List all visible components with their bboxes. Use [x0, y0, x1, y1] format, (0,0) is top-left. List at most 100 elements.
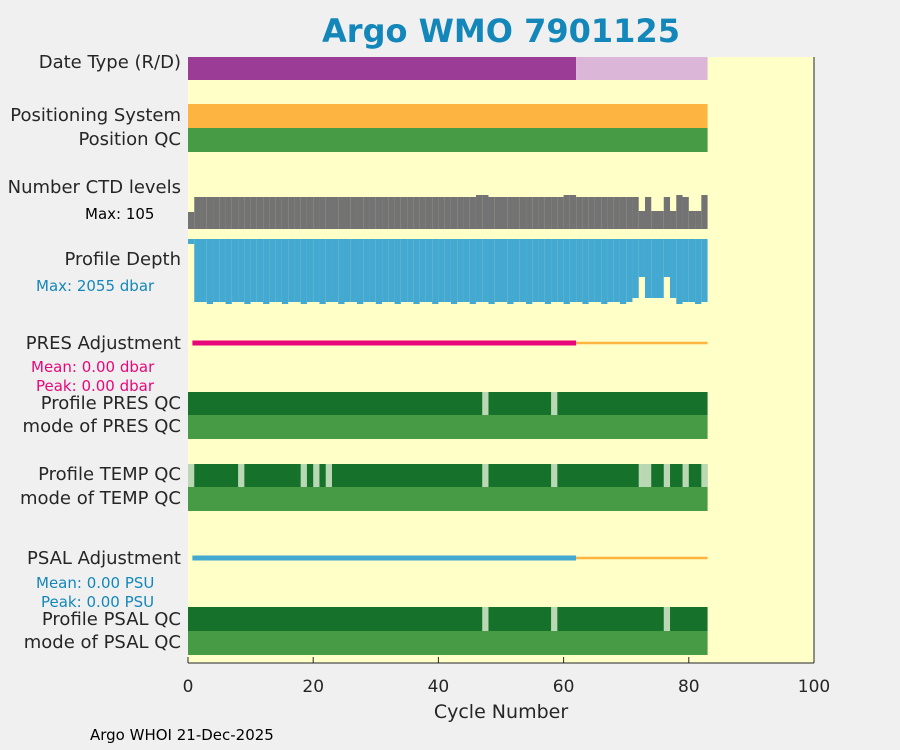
ctd-levels-bar [670, 211, 677, 229]
ctd-levels-bar [244, 197, 251, 229]
label-pres-peak: Peak: 0.00 dbar [36, 377, 155, 395]
profile-pres-qc-flagged-cycle [551, 392, 558, 415]
profile-depth-bar [225, 239, 232, 304]
ctd-levels-bar [626, 197, 633, 229]
ctd-levels-bar [676, 195, 683, 229]
x-tick-label: 100 [798, 677, 830, 697]
profile-depth-bar [325, 239, 332, 302]
ctd-levels-bar [588, 197, 595, 229]
x-tick-label: 60 [553, 677, 575, 697]
profile-depth-bar [394, 239, 401, 304]
profile-depth-bar [338, 239, 345, 304]
ctd-levels-bar [256, 197, 264, 229]
profile-depth-bar [475, 239, 483, 302]
profile-temp-qc-flagged-cycle [188, 464, 195, 487]
ctd-levels-bar [644, 197, 652, 229]
profile-depth-bar [219, 239, 226, 302]
profile-depth-bar [532, 239, 539, 302]
profile-depth-bar [313, 239, 320, 302]
profile-depth-bar [632, 239, 639, 298]
date-type-realtime-bar [188, 57, 577, 80]
profile-depth-bar [331, 239, 339, 302]
profile-psal-qc-flagged-cycle [482, 607, 489, 631]
profile-depth-bar [676, 239, 683, 304]
date-type-delayed-bar [576, 57, 708, 80]
label-psal-adjustment: PSAL Adjustment [26, 548, 181, 569]
profile-temp-qc-flagged-cycle [682, 464, 689, 487]
ctd-levels-bar [350, 197, 358, 229]
ctd-levels-bar [300, 197, 307, 229]
ctd-levels-bar [269, 197, 276, 229]
profile-depth-bar [594, 239, 602, 302]
x-tick-label: 20 [302, 677, 324, 697]
ctd-levels-bar [488, 197, 495, 229]
ctd-levels-bar [688, 211, 696, 229]
ctd-levels-bar [450, 197, 458, 229]
ctd-levels-bar [576, 197, 583, 229]
profile-depth-bar [400, 239, 408, 302]
profile-temp-qc-flagged-cycle [638, 464, 645, 487]
profile-pres-qc-flagged-cycle [482, 392, 489, 415]
chart-title: Argo WMO 7901125 [322, 12, 680, 50]
profile-depth-bar [369, 239, 376, 302]
ctd-levels-bar [438, 197, 445, 229]
profile-depth-bar [419, 239, 426, 302]
ctd-levels-bar [432, 197, 439, 229]
mode-psal-qc-bar [188, 631, 708, 655]
label-position-qc: Position QC [78, 129, 181, 150]
ctd-levels-bar [206, 197, 214, 229]
profile-depth-bar [281, 239, 289, 304]
profile-depth-bar [263, 239, 270, 304]
ctd-levels-bar [557, 197, 564, 229]
label-psal-peak: Peak: 0.00 PSU [41, 593, 155, 611]
label-mode-pres-qc: mode of PRES QC [22, 416, 181, 437]
position-qc-bar [188, 128, 708, 152]
profile-depth-bar [269, 239, 276, 302]
profile-depth-bar [701, 239, 708, 302]
ctd-levels-bar [288, 197, 295, 229]
profile-temp-qc-flagged-cycle [238, 464, 245, 487]
ctd-levels-bar [601, 197, 608, 229]
ctd-levels-bar [569, 195, 577, 229]
ctd-levels-bar [313, 197, 320, 229]
ctd-levels-bar [388, 197, 395, 229]
ctd-levels-bar [306, 197, 314, 229]
label-positioning-system: Positioning System [10, 105, 181, 126]
profile-depth-bar [438, 239, 445, 302]
profile-temp-qc-flagged-cycle [313, 464, 320, 487]
profile-depth-bar [256, 239, 264, 302]
ctd-levels-bar [607, 197, 614, 229]
profile-depth-bar [563, 239, 570, 304]
profile-temp-qc-flagged-cycle [482, 464, 489, 487]
label-pres-mean: Mean: 0.00 dbar [31, 358, 155, 376]
ctd-levels-bar [532, 197, 539, 229]
ctd-levels-bar [281, 197, 289, 229]
profile-depth-bar [544, 239, 552, 304]
profile-depth-bar [407, 239, 414, 302]
label-pres-adjustment: PRES Adjustment [25, 333, 181, 354]
x-tick-label: 40 [428, 677, 450, 697]
profile-depth-bar [425, 239, 433, 302]
x-tick-label: 0 [183, 677, 194, 697]
profile-depth-bar [306, 239, 314, 302]
profile-depth-bar [588, 239, 595, 302]
profile-depth-bar [688, 239, 696, 302]
profile-depth-bar [501, 239, 508, 302]
ctd-levels-bar [482, 195, 489, 229]
ctd-levels-bar [231, 197, 239, 229]
profile-pres-qc-bar [188, 392, 708, 415]
profile-depth-bar [288, 239, 295, 302]
label-profile-psal-qc: Profile PSAL QC [41, 609, 181, 630]
profile-depth-bar [494, 239, 501, 302]
profile-depth-bar [551, 239, 558, 302]
profile-depth-bar [382, 239, 389, 302]
profile-psal-qc-bar [188, 607, 708, 631]
ctd-levels-bar [526, 197, 533, 229]
ctd-levels-bar [319, 197, 326, 229]
ctd-levels-bar [219, 197, 226, 229]
label-profile-temp-qc: Profile TEMP QC [38, 464, 181, 485]
ctd-levels-bar [369, 197, 376, 229]
ctd-levels-bar [400, 197, 408, 229]
profile-depth-bar [670, 239, 677, 298]
profile-depth-bar [519, 239, 527, 302]
